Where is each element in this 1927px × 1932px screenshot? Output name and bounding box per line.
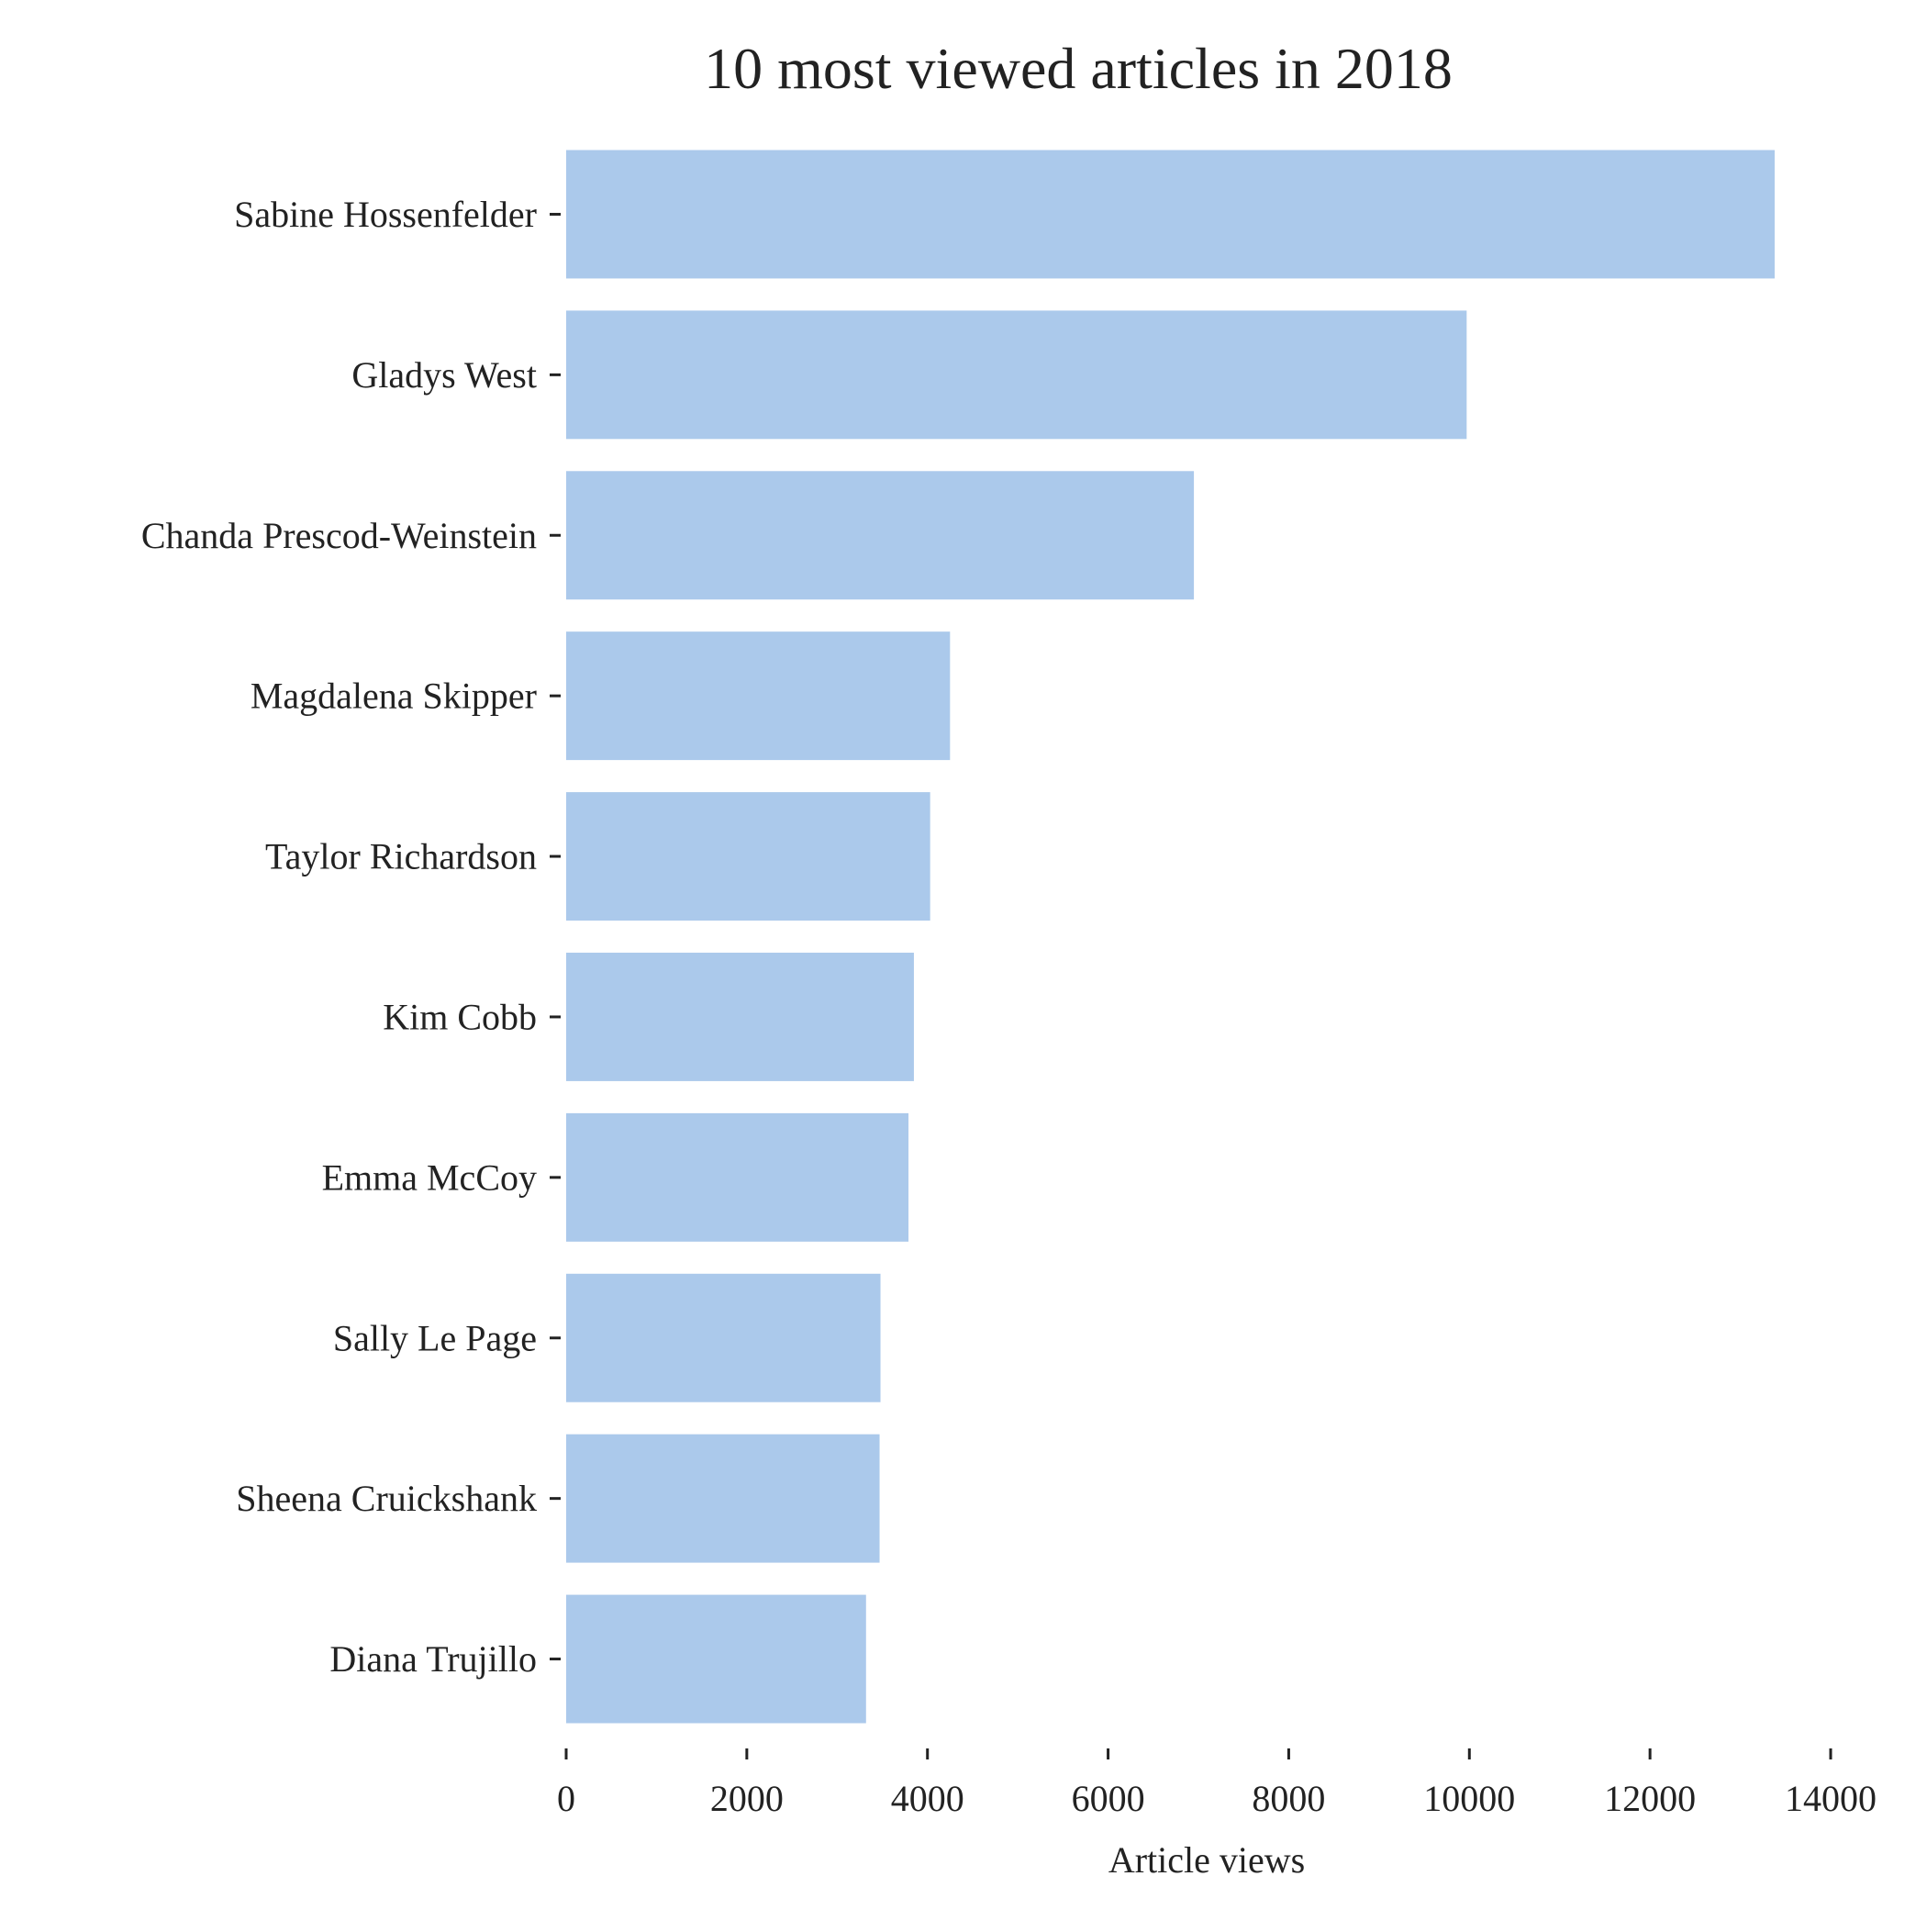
bar-8 <box>566 1434 880 1563</box>
y-tick-label: Gladys West <box>351 354 537 396</box>
y-tick-label: Taylor Richardson <box>265 836 537 877</box>
bar-9 <box>566 1594 866 1724</box>
x-tick-label: 10000 <box>1423 1778 1515 1819</box>
x-tick-label: 2000 <box>710 1778 784 1819</box>
bar-6 <box>566 1112 909 1242</box>
y-tick-label: Sally Le Page <box>333 1317 537 1358</box>
x-axis: 0 2000 4000 6000 8000 10000 12000 14000 <box>557 1748 1877 1819</box>
y-tick-label: Magdalena Skipper <box>251 676 537 717</box>
x-tick-label: 8000 <box>1252 1778 1325 1819</box>
x-axis-label: Article views <box>1108 1839 1305 1881</box>
y-tick-label: Chanda Prescod-Weinstein <box>141 515 537 556</box>
x-tick-label: 0 <box>557 1778 575 1819</box>
y-axis: Sabine Hossenfelder Gladys West Chanda Pre… <box>141 194 561 1680</box>
y-tick-label: Emma McCoy <box>322 1156 537 1198</box>
y-tick-label: Kim Cobb <box>383 996 537 1037</box>
bar-4 <box>566 792 930 921</box>
y-tick-label: Sabine Hossenfelder <box>234 194 537 235</box>
bar-2 <box>566 471 1195 600</box>
y-tick-label: Diana Trujillo <box>329 1638 537 1680</box>
x-tick-label: 12000 <box>1604 1778 1696 1819</box>
bar-0 <box>566 150 1775 279</box>
x-tick-label: 4000 <box>891 1778 964 1819</box>
chart-title: 10 most viewed articles in 2018 <box>704 36 1453 101</box>
y-tick-label: Sheena Cruickshank <box>236 1478 537 1519</box>
bar-3 <box>566 631 951 761</box>
bar-1 <box>566 310 1467 440</box>
bar-5 <box>566 952 914 1081</box>
bar-7 <box>566 1273 881 1402</box>
x-tick-label: 14000 <box>1785 1778 1877 1819</box>
bars-group <box>566 150 1775 1724</box>
x-tick-label: 6000 <box>1072 1778 1145 1819</box>
